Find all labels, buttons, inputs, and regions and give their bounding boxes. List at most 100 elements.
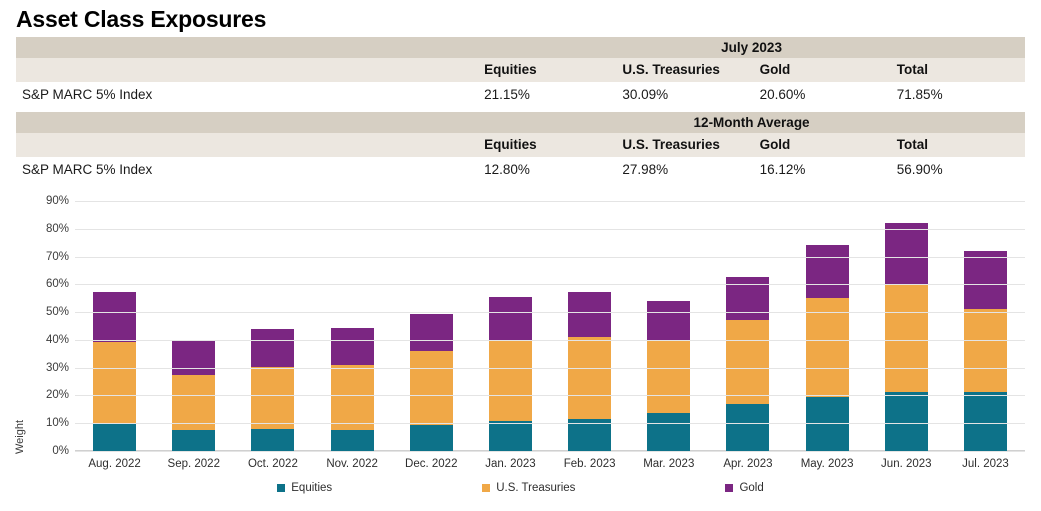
bar-segment-u-s-treasuries[interactable] (409, 351, 453, 426)
stacked-bar[interactable] (805, 245, 849, 451)
y-axis-tick-label: 70% (45, 250, 69, 263)
bar-segment-u-s-treasuries[interactable] (93, 342, 137, 424)
stacked-bar[interactable] (963, 251, 1007, 451)
cell-gold: 20.60% (753, 82, 891, 108)
bar-segment-gold[interactable] (884, 223, 928, 285)
bar-segment-equities[interactable] (251, 429, 295, 451)
bar-segment-u-s-treasuries[interactable] (330, 365, 374, 430)
bar-slot[interactable]: Jun. 2023 (867, 201, 946, 470)
bar-segment-gold[interactable] (330, 327, 374, 366)
y-axis-tick-label: 40% (45, 333, 69, 346)
table-title-row: July 2023 (16, 37, 1025, 58)
stacked-bar[interactable] (93, 292, 137, 451)
legend-swatch-icon (482, 484, 491, 492)
bar-slot[interactable]: Dec. 2022 (392, 201, 471, 470)
x-axis-tick-label: Jul. 2023 (962, 458, 1009, 470)
bar-segment-gold[interactable] (647, 301, 691, 342)
table-header-row: Equities U.S. Treasuries Gold Total (16, 133, 1025, 157)
stacked-bar[interactable] (330, 327, 374, 451)
bar-slot[interactable]: Nov. 2022 (313, 201, 392, 470)
column-header-equities: Equities (478, 133, 617, 157)
stacked-bar[interactable] (409, 314, 453, 451)
table-period-title: 12-Month Average (478, 112, 1025, 133)
table-header-spacer (16, 133, 479, 157)
page-title: Asset Class Exposures (16, 6, 267, 32)
bar-segment-gold[interactable] (172, 339, 216, 376)
legend-item[interactable]: U.S. Treasuries (482, 482, 575, 494)
y-gridline: 40% (46, 334, 1025, 346)
exposure-table-12month: 12-Month Average Equities U.S. Treasurie… (16, 112, 1025, 183)
bar-segment-gold[interactable] (568, 291, 612, 337)
y-axis-tick-label: 30% (45, 361, 69, 374)
bar-segment-u-s-treasuries[interactable] (726, 320, 770, 404)
bar-segment-u-s-treasuries[interactable] (805, 298, 849, 397)
bar-segment-gold[interactable] (409, 314, 453, 352)
bar-slot[interactable]: Feb. 2023 (550, 201, 629, 470)
bar-segment-equities[interactable] (568, 419, 612, 451)
bar-segment-gold[interactable] (963, 251, 1007, 309)
bar-slot[interactable]: Mar. 2023 (629, 201, 708, 470)
column-header-treasuries: U.S. Treasuries (616, 133, 754, 157)
legend-item[interactable]: Gold (725, 482, 764, 494)
y-axis-title: Weight (14, 419, 26, 455)
bar-segment-equities[interactable] (330, 429, 374, 451)
stacked-bar[interactable] (488, 296, 532, 451)
table-title-row: 12-Month Average (16, 112, 1025, 133)
stacked-bar[interactable] (726, 277, 770, 451)
stacked-bar[interactable] (251, 328, 295, 451)
bar-slot[interactable]: Jan. 2023 (471, 201, 550, 470)
bar-segment-u-s-treasuries[interactable] (172, 375, 216, 430)
column-header-total: Total (890, 133, 1025, 157)
legend-item[interactable]: Equities (277, 482, 332, 494)
bar-slot[interactable]: Jul. 2023 (946, 201, 1025, 470)
legend-label: Gold (739, 482, 764, 494)
legend-label: Equities (291, 482, 333, 494)
bar-slot[interactable]: Apr. 2023 (708, 201, 787, 470)
y-gridline: 50% (46, 306, 1025, 318)
bar-slot[interactable]: Oct. 2022 (233, 201, 312, 470)
row-label-index: S&P MARC 5% Index (16, 82, 479, 108)
column-header-equities: Equities (478, 58, 617, 82)
bar-segment-equities[interactable] (647, 412, 691, 451)
exposures-stacked-bar-chart: Weight Aug. 2022 Sep. 2022 Oct. 2022 Nov. 2… (0, 186, 1041, 511)
y-axis-tick-label: 50% (45, 306, 69, 319)
bar-segment-equities[interactable] (172, 429, 216, 451)
y-axis-tick-label: 60% (45, 278, 69, 291)
bar-segment-gold[interactable] (251, 328, 295, 367)
x-axis-tick-label: Mar. 2023 (643, 458, 695, 470)
y-gridline: 80% (46, 223, 1025, 235)
bar-segment-u-s-treasuries[interactable] (568, 336, 612, 420)
x-axis-tick-label: Jun. 2023 (881, 458, 932, 470)
bar-segment-equities[interactable] (726, 403, 770, 451)
bar-slot[interactable]: May. 2023 (788, 201, 867, 470)
bar-segment-u-s-treasuries[interactable] (884, 284, 928, 392)
cell-total: 71.85% (890, 82, 1025, 108)
column-header-gold: Gold (753, 133, 891, 157)
stacked-bar[interactable] (568, 291, 612, 451)
y-gridline: 90% (46, 195, 1025, 207)
bar-segment-equities[interactable] (93, 423, 137, 451)
bar-segment-equities[interactable] (488, 421, 532, 451)
stacked-bar[interactable] (172, 339, 216, 451)
bar-segment-equities[interactable] (409, 425, 453, 451)
x-axis-tick-label: Feb. 2023 (563, 458, 616, 470)
bar-segment-u-s-treasuries[interactable] (647, 341, 691, 413)
exposure-tables: July 2023 Equities U.S. Treasuries Gold … (16, 37, 1025, 183)
legend-swatch-icon (725, 484, 734, 492)
bar-segment-gold[interactable] (488, 296, 532, 341)
bar-segment-equities[interactable] (884, 391, 928, 451)
bar-segment-u-s-treasuries[interactable] (963, 308, 1007, 393)
bar-segment-u-s-treasuries[interactable] (488, 340, 532, 422)
y-gridline: 0% (52, 445, 1025, 457)
bar-slot[interactable]: Sep. 2022 (154, 201, 233, 470)
bar-segment-equities[interactable] (963, 392, 1007, 451)
stacked-bar[interactable] (647, 301, 691, 451)
bar-segment-u-s-treasuries[interactable] (251, 366, 295, 430)
exposure-table-july: July 2023 Equities U.S. Treasuries Gold … (16, 37, 1025, 112)
bar-segment-gold[interactable] (805, 245, 849, 299)
table-header-row: Equities U.S. Treasuries Gold Total (16, 58, 1025, 82)
bar-slot[interactable]: Aug. 2022 (75, 201, 154, 470)
chart-legend: Equities U.S. Treasuries Gold (0, 482, 1041, 494)
stacked-bar[interactable] (884, 223, 928, 451)
bar-segment-gold[interactable] (93, 292, 137, 343)
